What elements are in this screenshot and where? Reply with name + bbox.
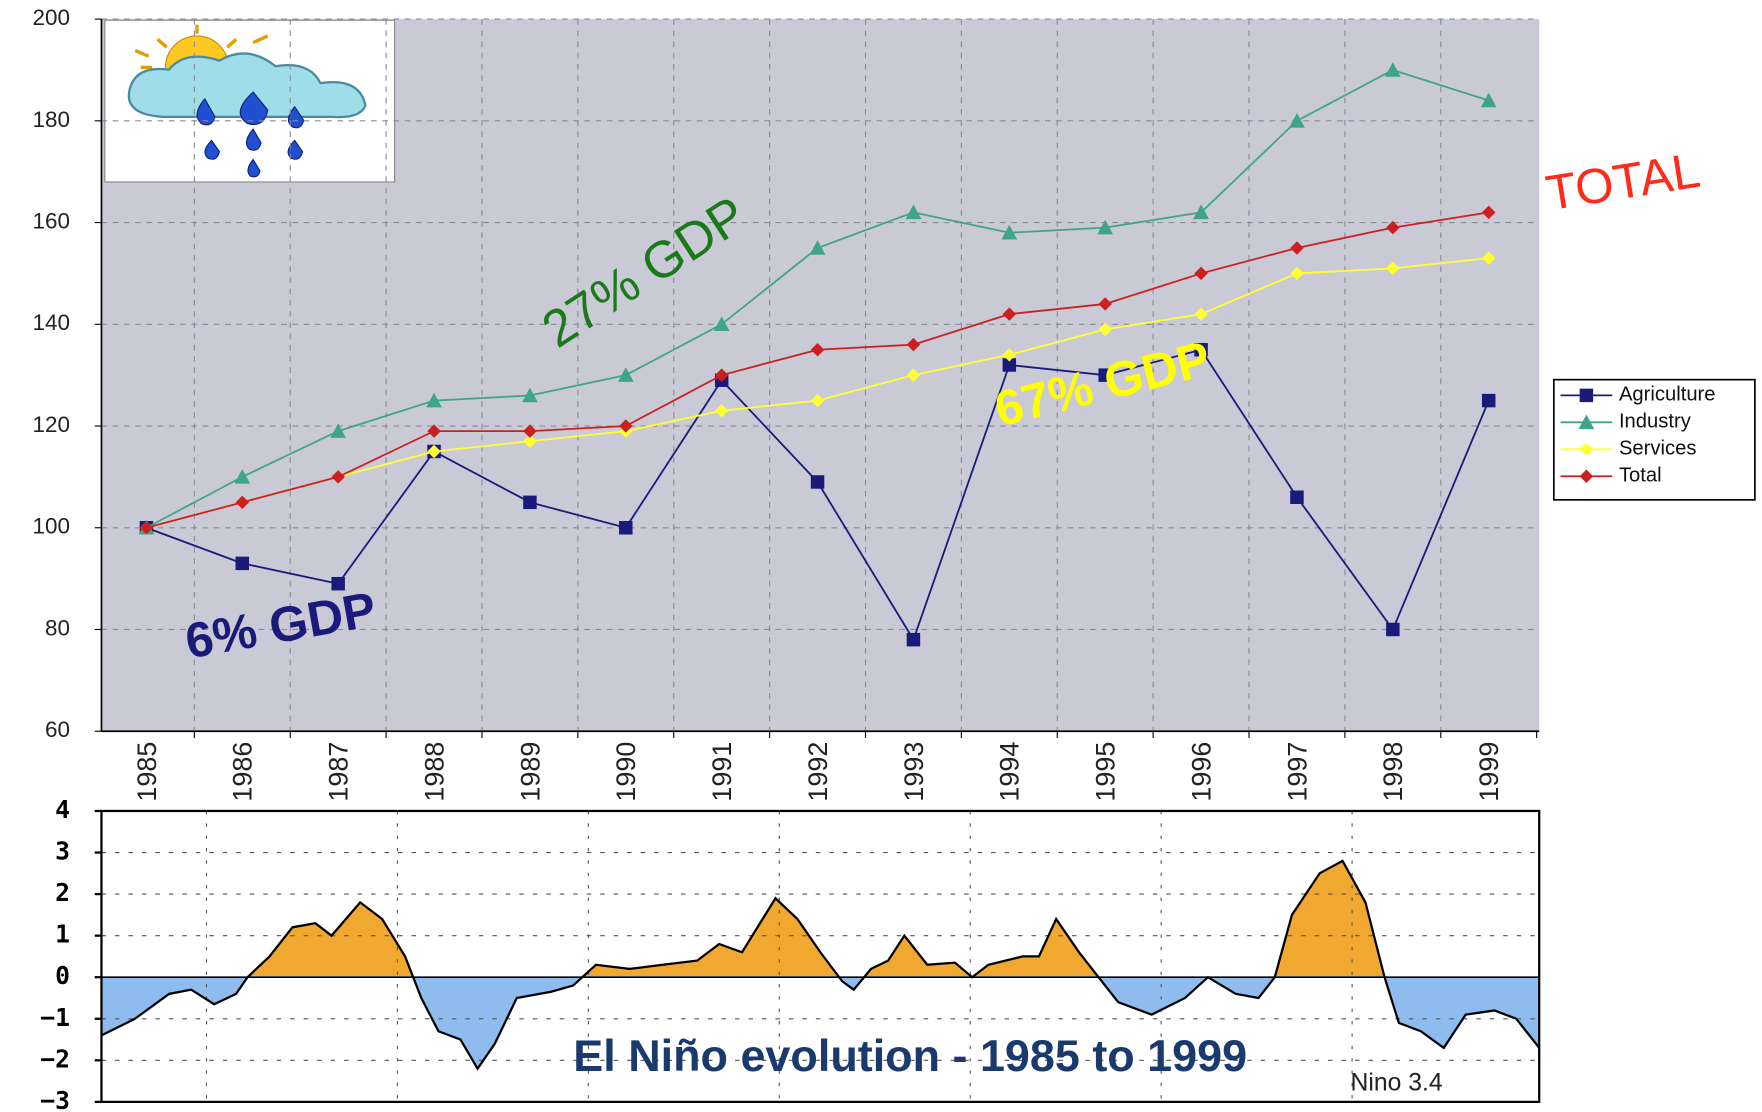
y-tick-label: 3 xyxy=(55,837,70,866)
y-tick-label: 0 xyxy=(55,961,70,990)
y-tick-label: 160 xyxy=(33,208,70,233)
y-tick-label: 200 xyxy=(33,5,70,30)
y-tick-label: 120 xyxy=(33,412,70,437)
chart-label: Nino 3.4 xyxy=(1351,1069,1443,1096)
y-tick-label: 80 xyxy=(45,615,70,640)
y-tick-label: −2 xyxy=(40,1044,70,1073)
y-tick-label: 100 xyxy=(33,514,70,539)
x-tick-label: 1992 xyxy=(803,742,833,802)
marker xyxy=(811,475,824,488)
x-tick-label: 1993 xyxy=(899,742,929,802)
marker xyxy=(236,557,249,570)
legend-label: Services xyxy=(1619,438,1696,460)
chart-title: El Niño evolution - 1985 to 1999 xyxy=(573,1030,1247,1081)
y-tick-label: −1 xyxy=(40,1003,70,1032)
legend-label: Total xyxy=(1619,465,1662,487)
y-tick-label: 180 xyxy=(33,107,70,132)
marker xyxy=(1386,623,1399,636)
y-tick-label: 2 xyxy=(55,878,70,907)
x-tick-label: 1998 xyxy=(1378,742,1408,802)
legend-label: Industry xyxy=(1619,411,1692,433)
marker xyxy=(1290,490,1303,503)
x-tick-label: 1997 xyxy=(1282,742,1312,802)
x-tick-label: 1989 xyxy=(515,742,545,802)
y-tick-label: 4 xyxy=(55,795,70,824)
y-tick-label: 60 xyxy=(45,717,70,742)
x-tick-label: 1991 xyxy=(707,742,737,802)
marker xyxy=(619,521,632,534)
x-tick-label: 1999 xyxy=(1474,742,1504,802)
x-tick-label: 1985 xyxy=(132,742,162,802)
y-tick-label: 140 xyxy=(33,310,70,335)
marker xyxy=(1482,394,1495,407)
x-tick-label: 1988 xyxy=(419,742,449,802)
x-tick-label: 1995 xyxy=(1091,742,1121,802)
legend-label: Agriculture xyxy=(1619,384,1716,406)
y-tick-label: −3 xyxy=(40,1086,70,1112)
page: 6080100120140160180200198519861987198819… xyxy=(0,0,1762,1112)
marker xyxy=(907,633,920,646)
x-tick-label: 1996 xyxy=(1186,742,1216,802)
marker xyxy=(1580,389,1593,402)
annotation: TOTAL xyxy=(1542,143,1703,222)
x-tick-label: 1994 xyxy=(995,742,1025,802)
marker xyxy=(523,496,536,509)
x-tick-label: 1987 xyxy=(324,742,354,802)
x-tick-label: 1990 xyxy=(611,742,641,802)
x-tick-label: 1986 xyxy=(228,742,258,802)
weather-icon xyxy=(105,20,395,182)
y-tick-label: 1 xyxy=(55,920,70,949)
